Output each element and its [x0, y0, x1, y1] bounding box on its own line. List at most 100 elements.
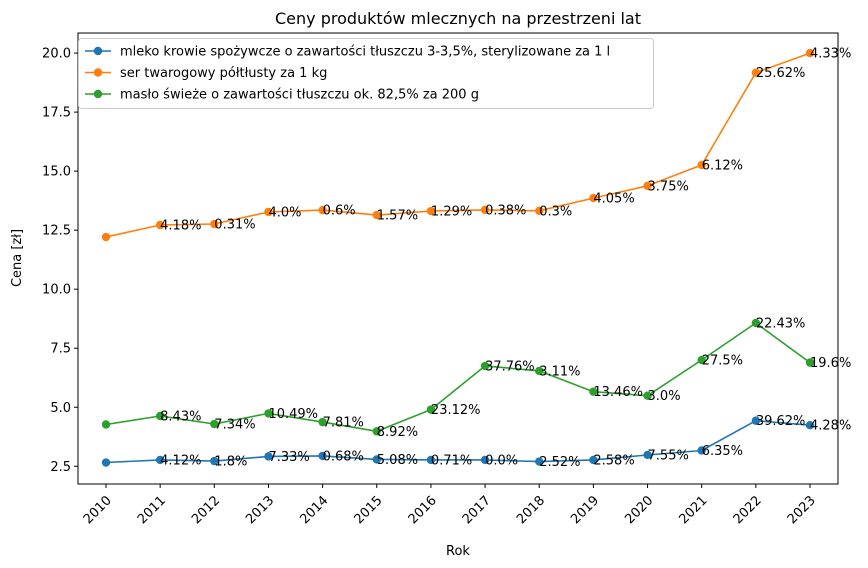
data-label: 0.0%	[485, 453, 518, 468]
y-tick-label: 7.5	[50, 342, 71, 357]
data-point	[589, 455, 598, 465]
data-label: 4.05%	[593, 192, 634, 207]
y-tick-label: 12.5	[42, 224, 71, 239]
data-point	[210, 456, 219, 466]
data-point	[101, 458, 111, 467]
y-axis-title: Cena [zł]	[10, 229, 25, 287]
data-point	[643, 181, 652, 190]
y-tick-label: 20.0	[42, 47, 71, 62]
data-point	[264, 452, 273, 461]
plot-frame	[77, 32, 839, 485]
data-point	[480, 205, 490, 215]
series-2: 8.43% 7.34% 10.49% 7.81% 8.92% 23.12% 37.76% 3.…	[101, 316, 851, 440]
series-1: 4.18% 0.31% 4.0% 0.6% 1.57% 1.29% 0.38% 0.3% 4.0…	[101, 47, 851, 242]
data-label: 8.92%	[377, 425, 418, 440]
data-label: 37.76%	[485, 359, 535, 374]
data-label: 27.5%	[702, 354, 743, 369]
series-line	[105, 322, 811, 433]
y-tick-label: 15.0	[42, 165, 71, 180]
data-label: 7.33%	[268, 450, 309, 465]
legend-label: mleko krowie spożywcze o zawartości tłus…	[120, 45, 610, 60]
data-label: 25.62%	[756, 66, 806, 81]
data-label: 4.33%	[810, 47, 851, 62]
data-label: 3.0%	[648, 389, 681, 404]
data-point	[697, 160, 706, 170]
data-point	[426, 206, 436, 216]
data-point	[426, 405, 436, 414]
data-point	[372, 455, 381, 464]
legend-item: ser twarogowy półtłusty za 1 kg	[85, 66, 327, 81]
data-point	[643, 391, 652, 400]
data-label: 2.52%	[539, 455, 580, 470]
legend: mleko krowie spożywcze o zawartości tłus…	[78, 38, 654, 109]
data-label: 7.55%	[648, 448, 689, 463]
data-point	[697, 446, 706, 455]
x-axis-title: Rok	[446, 544, 470, 559]
data-point	[155, 220, 165, 230]
data-label: 10.49%	[268, 407, 318, 422]
data-point	[318, 451, 327, 461]
data-label: 5.08%	[377, 453, 418, 468]
data-label: 0.71%	[431, 453, 472, 468]
data-label: 0.3%	[539, 204, 572, 219]
data-point	[805, 48, 815, 58]
data-label: 7.34%	[214, 418, 255, 433]
legend-item: masło świeże o zawartości tłuszczu ok. 8…	[85, 88, 479, 103]
data-point	[155, 411, 165, 421]
legend-marker	[93, 46, 103, 56]
data-label: 22.43%	[756, 316, 806, 331]
data-label: 1.29%	[431, 205, 472, 220]
data-label: 1.57%	[377, 209, 418, 224]
data-label: 0.31%	[214, 218, 255, 233]
data-point	[643, 450, 652, 460]
data-point	[372, 427, 381, 436]
data-point	[535, 457, 544, 466]
data-point	[426, 455, 436, 465]
data-point	[751, 416, 761, 425]
y-tick-label: 2.5	[50, 460, 71, 475]
data-label: 0.6%	[323, 204, 356, 219]
data-point	[372, 210, 381, 220]
data-label: 23.12%	[431, 403, 481, 418]
y-tick-label: 5.0	[50, 401, 71, 416]
data-label: 3.75%	[648, 179, 689, 194]
data-point	[264, 409, 273, 418]
data-point	[535, 206, 544, 216]
data-point	[697, 355, 706, 365]
series-0: 4.12% 1.8% 7.33% 0.68% 5.08% 0.71% 0.0% 2.52% 2.…	[101, 414, 851, 470]
data-label: 4.0%	[268, 205, 301, 220]
data-label: 6.12%	[702, 158, 743, 173]
data-point	[535, 366, 544, 376]
series-line	[105, 52, 811, 238]
chart-title: Ceny produktów mlecznych na przestrzeni …	[275, 9, 641, 28]
data-label: 4.18%	[160, 218, 201, 233]
data-label: 3.11%	[539, 364, 580, 379]
data-point	[264, 207, 273, 217]
data-point	[210, 419, 219, 429]
data-point	[589, 387, 598, 396]
data-label: 2.58%	[593, 453, 634, 468]
data-point	[805, 358, 815, 367]
data-point	[318, 417, 327, 427]
data-point	[155, 455, 165, 465]
data-label: 6.35%	[702, 444, 743, 459]
legend-label: ser twarogowy półtłusty za 1 kg	[120, 66, 327, 81]
data-label: 1.8%	[214, 455, 247, 470]
series-line	[105, 419, 811, 464]
data-point	[480, 455, 490, 465]
data-point	[751, 318, 761, 328]
data-label: 7.81%	[323, 416, 364, 431]
data-label: 0.38%	[485, 203, 526, 218]
data-label: 13.46%	[593, 385, 643, 400]
legend-marker	[93, 89, 103, 99]
data-label: 4.28%	[810, 419, 851, 434]
legend-frame	[78, 38, 654, 109]
legend-item: mleko krowie spożywcze o zawartości tłus…	[85, 45, 610, 60]
data-label: 39.62%	[756, 414, 806, 429]
y-axis: 2.5 5.0 7.5 10.0 12.5 15.0 17.5 20.0	[42, 47, 78, 475]
data-point	[101, 232, 111, 242]
plot-area: 4.12% 1.8% 7.33% 0.68% 5.08% 0.71% 0.0% 2.52% 2.…	[101, 47, 851, 470]
data-point	[318, 205, 327, 215]
y-tick-label: 10.0	[42, 283, 71, 298]
data-point	[805, 421, 815, 430]
